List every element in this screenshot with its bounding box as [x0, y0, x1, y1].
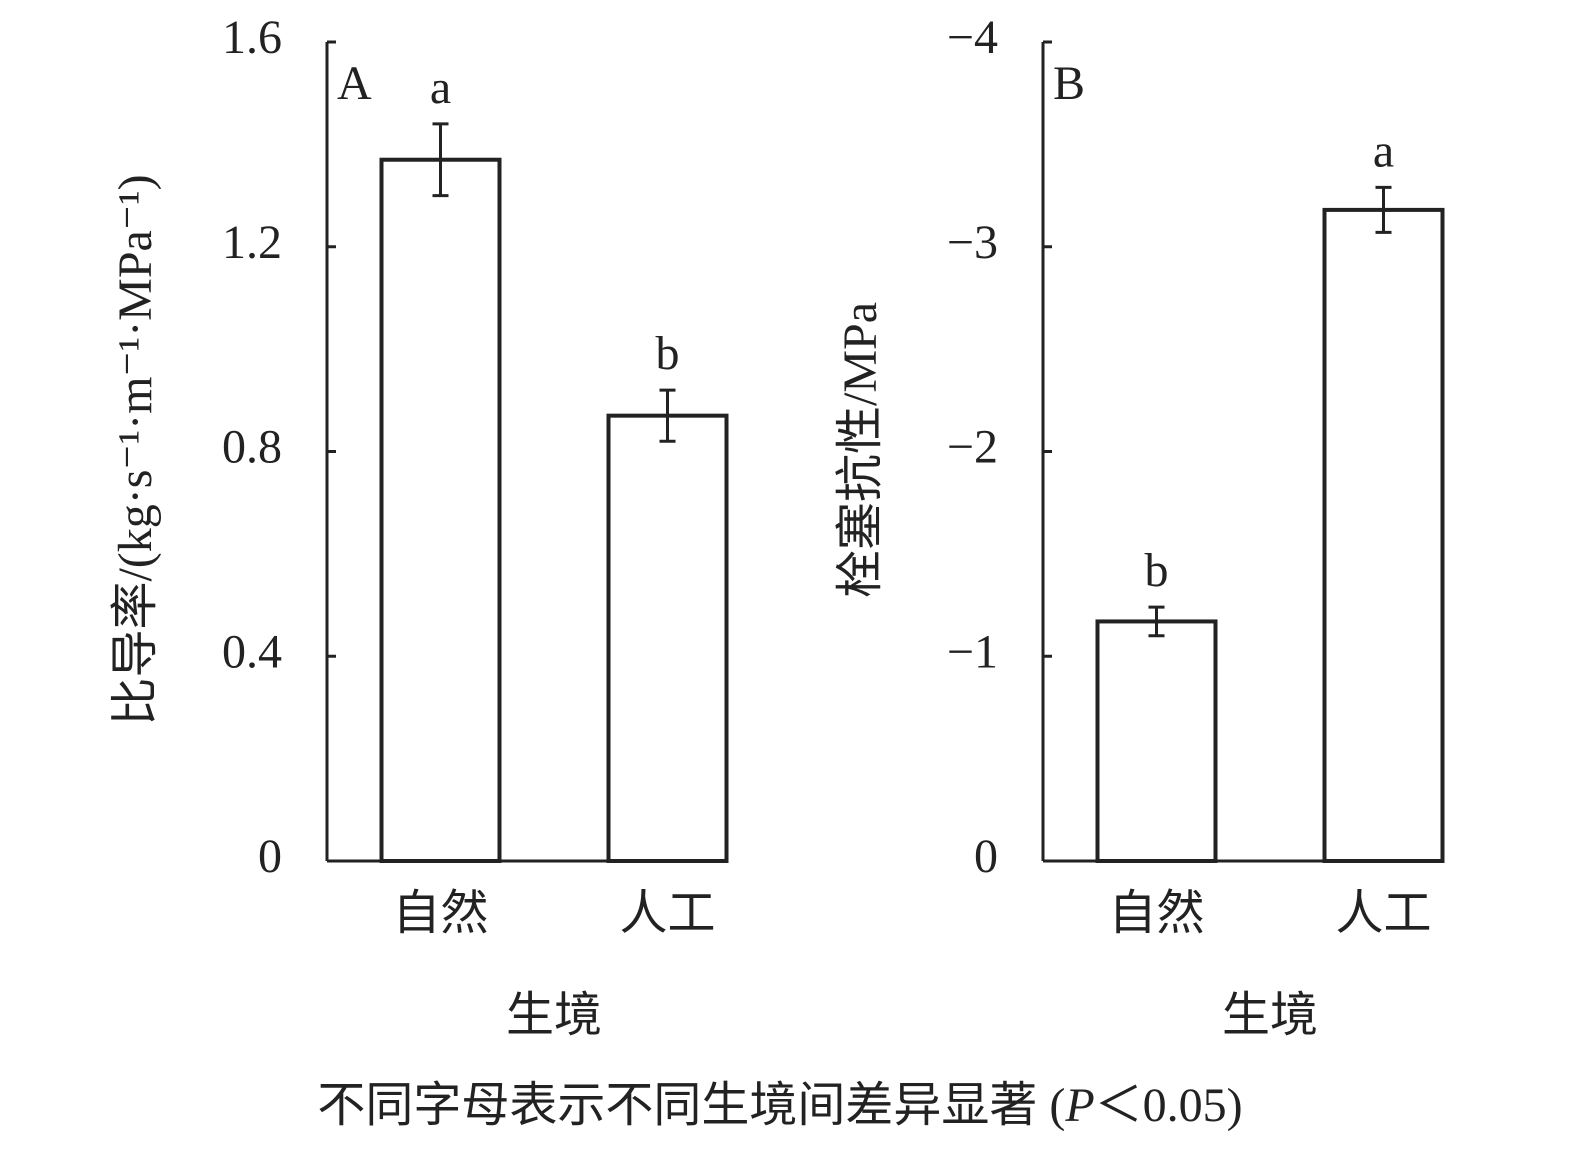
bar — [606, 413, 729, 863]
y-tick-label: −4 — [947, 11, 998, 64]
error-bar — [1148, 605, 1165, 638]
y-tick-label: −1 — [947, 625, 998, 678]
y-tick-label: 1.6 — [222, 11, 282, 64]
y-tick-label: 0 — [258, 830, 282, 883]
bar — [1322, 207, 1445, 863]
x-axis-label: 生境 — [506, 989, 602, 1042]
x-tick-label: 自然 — [392, 887, 488, 940]
error-bar — [659, 388, 676, 443]
significance-letter: b — [656, 327, 680, 380]
caption-part: 不同字母表示不同生境间差异显著 ( — [317, 1079, 1065, 1132]
x-tick-label: 自然 — [1108, 887, 1204, 940]
x-tick-label: 人工 — [1335, 887, 1431, 940]
bar — [1095, 619, 1218, 863]
x-axis-label: 生境 — [1222, 989, 1318, 1042]
y-tick-label: 0.4 — [222, 625, 282, 678]
y-tick-label: −3 — [947, 216, 998, 269]
y-tick-label: 1.2 — [222, 216, 282, 269]
y-tick-label: 0.8 — [222, 421, 282, 474]
caption-part: P — [1064, 1079, 1094, 1132]
caption-part: ＜0.05) — [1095, 1079, 1243, 1132]
y-axis-label: 比导率/(kg·s⁻¹·m⁻¹·MPa⁻¹) — [109, 174, 162, 725]
y-axis-label: 栓塞抗性/MPa — [834, 302, 887, 598]
error-bar — [432, 122, 449, 198]
caption: 不同字母表示不同生境间差异显著 (P＜0.05) — [317, 1079, 1242, 1132]
panel-label: B — [1053, 57, 1085, 110]
significance-letter: a — [430, 61, 451, 114]
y-tick-label: 0 — [974, 830, 998, 883]
error-bar — [1375, 185, 1392, 234]
y-tick-label: −2 — [947, 421, 998, 474]
bar — [379, 157, 502, 863]
significance-letter: a — [1373, 124, 1394, 177]
x-tick-label: 人工 — [619, 887, 715, 940]
panel-label: A — [337, 57, 372, 110]
significance-letter: b — [1145, 544, 1169, 597]
